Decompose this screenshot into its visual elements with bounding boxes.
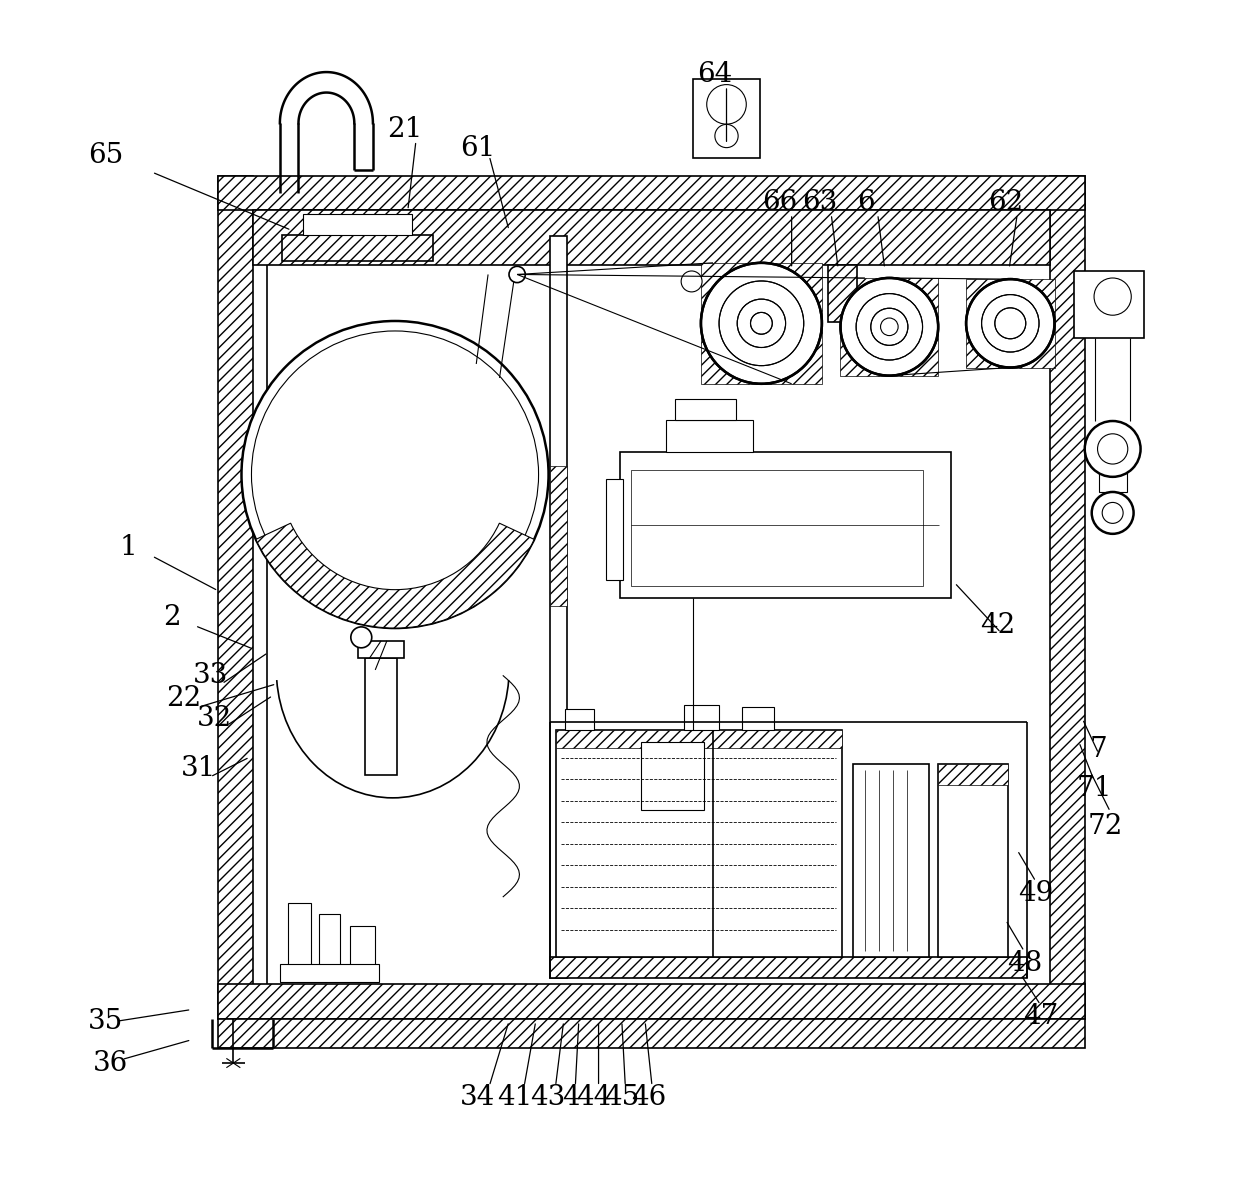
Circle shape	[1103, 503, 1123, 524]
Bar	[218, 175, 1084, 211]
Bar	[675, 399, 736, 420]
Circle shape	[995, 308, 1026, 339]
Circle shape	[242, 321, 549, 629]
Bar	[218, 984, 1084, 1019]
Text: 36: 36	[93, 1050, 128, 1077]
Bar	[840, 278, 938, 375]
Text: 66: 66	[762, 188, 798, 215]
Circle shape	[1092, 492, 1134, 534]
Bar	[631, 470, 923, 586]
Bar	[565, 710, 593, 731]
Text: 43: 43	[530, 1084, 565, 1111]
Text: 64: 64	[698, 61, 732, 88]
Text: 7: 7	[1090, 736, 1108, 763]
Bar	[606, 479, 623, 580]
Wedge shape	[256, 524, 534, 629]
Bar	[218, 1019, 1084, 1048]
Circle shape	[252, 331, 539, 618]
Bar	[253, 211, 1049, 265]
Bar	[642, 742, 704, 810]
Bar	[684, 705, 719, 731]
Text: 2: 2	[162, 604, 181, 631]
Circle shape	[871, 308, 908, 345]
Bar	[555, 731, 841, 747]
Bar	[1049, 175, 1084, 1019]
Text: 31: 31	[181, 756, 216, 783]
Text: 63: 63	[802, 188, 838, 215]
Bar	[218, 175, 253, 1019]
Circle shape	[706, 85, 746, 124]
Text: 62: 62	[987, 188, 1023, 215]
Text: 65: 65	[88, 142, 123, 169]
Bar	[938, 764, 1009, 785]
Text: 47: 47	[1023, 1003, 1058, 1030]
Bar	[550, 237, 567, 978]
Circle shape	[881, 318, 898, 335]
Bar	[938, 764, 1009, 957]
Text: 49: 49	[1018, 879, 1053, 906]
Text: 4: 4	[561, 1084, 580, 1111]
Text: 42: 42	[980, 612, 1015, 639]
Circle shape	[1094, 278, 1131, 315]
Text: 32: 32	[197, 705, 233, 732]
Circle shape	[1084, 421, 1141, 477]
Text: 71: 71	[1077, 776, 1111, 802]
Circle shape	[737, 299, 786, 347]
Text: 6: 6	[857, 188, 875, 215]
Text: 72: 72	[1088, 813, 1124, 840]
Bar	[304, 214, 413, 235]
Circle shape	[856, 293, 923, 360]
Circle shape	[719, 281, 804, 366]
Bar	[1099, 463, 1126, 492]
Bar	[1074, 271, 1144, 339]
Bar	[966, 279, 1054, 367]
Bar	[741, 707, 774, 731]
Bar	[620, 452, 952, 598]
Bar	[287, 903, 311, 978]
Text: 1: 1	[120, 534, 138, 561]
Circle shape	[840, 278, 938, 375]
Bar	[828, 265, 857, 322]
Text: 61: 61	[460, 135, 496, 162]
Bar	[349, 926, 375, 978]
Bar	[364, 658, 398, 774]
Text: 45: 45	[605, 1084, 639, 1111]
Circle shape	[681, 271, 703, 292]
Bar	[550, 466, 567, 606]
Circle shape	[701, 262, 821, 384]
Bar	[320, 915, 341, 978]
Circle shape	[981, 294, 1040, 352]
Bar	[693, 79, 761, 158]
Text: 34: 34	[460, 1084, 496, 1111]
Bar	[854, 764, 929, 957]
Text: 21: 21	[387, 115, 422, 142]
Text: 33: 33	[192, 663, 228, 690]
Bar	[701, 262, 821, 384]
Text: 22: 22	[166, 685, 201, 712]
Circle shape	[966, 279, 1054, 367]
Text: 35: 35	[88, 1008, 123, 1035]
Circle shape	[751, 312, 772, 334]
Bar	[550, 957, 1027, 978]
Bar	[358, 640, 404, 658]
Circle shape	[509, 266, 525, 282]
Circle shape	[715, 125, 738, 147]
Bar	[280, 964, 379, 982]
Text: 46: 46	[631, 1084, 667, 1111]
Text: 41: 41	[497, 1084, 533, 1111]
Text: 48: 48	[1006, 950, 1042, 977]
Bar	[667, 420, 753, 452]
Bar	[282, 235, 434, 260]
Circle shape	[1098, 434, 1127, 464]
Circle shape	[351, 627, 372, 647]
Text: 44: 44	[576, 1084, 612, 1111]
Bar	[555, 731, 841, 957]
